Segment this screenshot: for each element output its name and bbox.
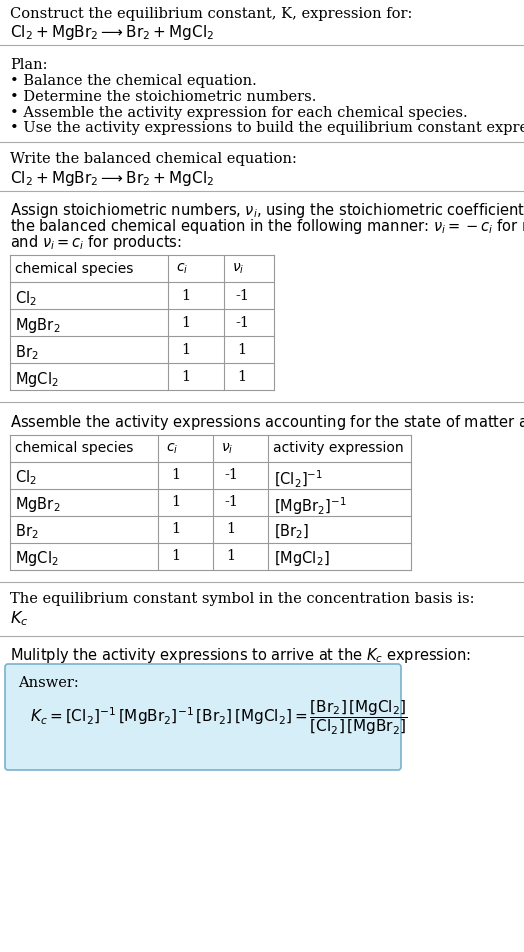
Text: Answer:: Answer: [18, 675, 79, 689]
Text: $\nu_i$: $\nu_i$ [221, 441, 233, 455]
Text: $\mathrm{MgCl_2}$: $\mathrm{MgCl_2}$ [15, 549, 59, 568]
Text: $\mathrm{Cl_2 + MgBr_2 \longrightarrow Br_2 + MgCl_2}$: $\mathrm{Cl_2 + MgBr_2 \longrightarrow B… [10, 24, 214, 43]
Text: The equilibrium constant symbol in the concentration basis is:: The equilibrium constant symbol in the c… [10, 592, 475, 605]
Text: $\mathrm{Cl_2}$: $\mathrm{Cl_2}$ [15, 288, 37, 307]
Text: $c_i$: $c_i$ [176, 262, 188, 276]
Text: Construct the equilibrium constant, K, expression for:: Construct the equilibrium constant, K, e… [10, 7, 412, 21]
Text: $\mathrm{Br_2}$: $\mathrm{Br_2}$ [15, 522, 39, 541]
Text: 1: 1 [181, 343, 191, 357]
Text: 1: 1 [171, 549, 181, 563]
Text: $[\mathrm{MgCl_2}]$: $[\mathrm{MgCl_2}]$ [274, 549, 330, 568]
Text: Plan:: Plan: [10, 58, 48, 72]
Text: and $\nu_i = c_i$ for products:: and $\nu_i = c_i$ for products: [10, 233, 182, 252]
Text: $\nu_i$: $\nu_i$ [232, 262, 244, 276]
Text: 1: 1 [181, 316, 191, 329]
Text: 1: 1 [171, 522, 181, 536]
Text: • Assemble the activity expression for each chemical species.: • Assemble the activity expression for e… [10, 106, 467, 119]
Text: -1: -1 [235, 316, 249, 329]
Text: $\mathrm{MgCl_2}$: $\mathrm{MgCl_2}$ [15, 369, 59, 388]
Text: Assign stoichiometric numbers, $\nu_i$, using the stoichiometric coefficients, $: Assign stoichiometric numbers, $\nu_i$, … [10, 201, 524, 220]
Text: $\mathrm{Cl_2}$: $\mathrm{Cl_2}$ [15, 468, 37, 486]
Text: -1: -1 [224, 468, 238, 482]
Text: $\mathrm{Br_2}$: $\mathrm{Br_2}$ [15, 343, 39, 362]
FancyBboxPatch shape [5, 664, 401, 770]
Text: Assemble the activity expressions accounting for the state of matter and $\nu_i$: Assemble the activity expressions accoun… [10, 412, 524, 431]
Text: the balanced chemical equation in the following manner: $\nu_i = -c_i$ for react: the balanced chemical equation in the fo… [10, 217, 524, 236]
Text: chemical species: chemical species [15, 441, 134, 455]
Text: $\mathrm{Cl_2 + MgBr_2 \longrightarrow Br_2 + MgCl_2}$: $\mathrm{Cl_2 + MgBr_2 \longrightarrow B… [10, 169, 214, 188]
Text: $[\mathrm{Cl_2}]^{-1}$: $[\mathrm{Cl_2}]^{-1}$ [274, 468, 323, 489]
Text: $[\mathrm{Br_2}]$: $[\mathrm{Br_2}]$ [274, 522, 309, 541]
Text: activity expression: activity expression [273, 441, 403, 455]
Text: chemical species: chemical species [15, 262, 134, 276]
Text: 1: 1 [181, 369, 191, 384]
Text: 1: 1 [226, 522, 236, 536]
Text: • Use the activity expressions to build the equilibrium constant expression.: • Use the activity expressions to build … [10, 121, 524, 135]
Text: 1: 1 [237, 343, 247, 357]
Text: $[\mathrm{MgBr_2}]^{-1}$: $[\mathrm{MgBr_2}]^{-1}$ [274, 495, 347, 517]
Text: 1: 1 [181, 288, 191, 303]
Text: 1: 1 [171, 468, 181, 482]
Text: $K_c = [\mathrm{Cl_2}]^{-1}\,[\mathrm{MgBr_2}]^{-1}\,[\mathrm{Br_2}]\,[\mathrm{M: $K_c = [\mathrm{Cl_2}]^{-1}\,[\mathrm{Mg… [30, 697, 408, 736]
Text: 1: 1 [226, 549, 236, 563]
Text: • Determine the stoichiometric numbers.: • Determine the stoichiometric numbers. [10, 89, 316, 104]
Text: 1: 1 [171, 495, 181, 509]
Text: $K_c$: $K_c$ [10, 608, 28, 627]
Text: $\mathrm{MgBr_2}$: $\mathrm{MgBr_2}$ [15, 316, 60, 335]
Text: • Balance the chemical equation.: • Balance the chemical equation. [10, 74, 257, 89]
Text: Mulitply the activity expressions to arrive at the $K_c$ expression:: Mulitply the activity expressions to arr… [10, 645, 471, 664]
Text: 1: 1 [237, 369, 247, 384]
Text: -1: -1 [235, 288, 249, 303]
Text: $c_i$: $c_i$ [166, 441, 178, 455]
Text: $\mathrm{MgBr_2}$: $\mathrm{MgBr_2}$ [15, 495, 60, 514]
Text: -1: -1 [224, 495, 238, 509]
Text: Write the balanced chemical equation:: Write the balanced chemical equation: [10, 152, 297, 167]
